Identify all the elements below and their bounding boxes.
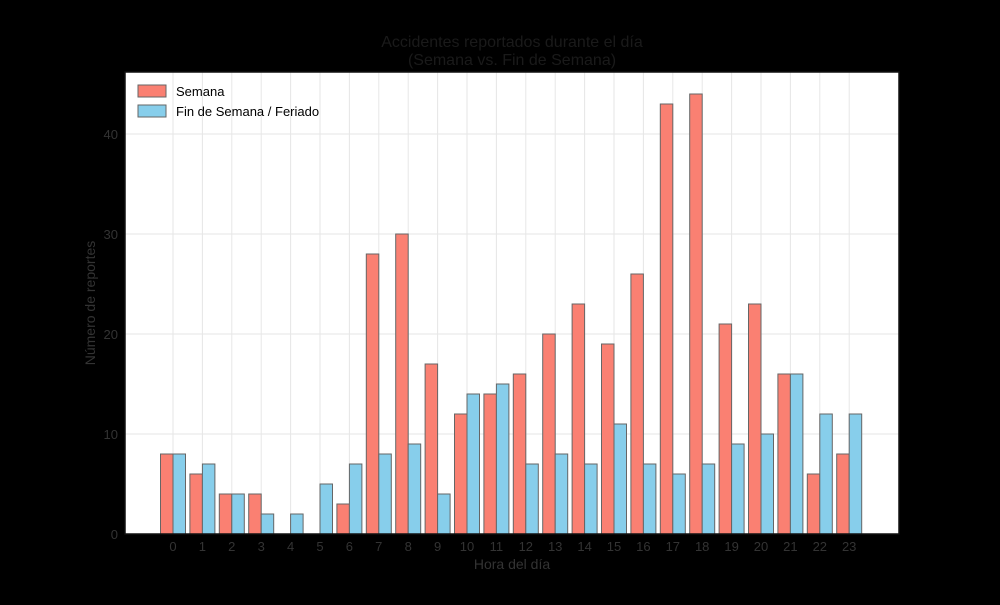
bar-semana	[571, 303, 586, 535]
bar-semana	[336, 503, 350, 535]
bar-semana	[395, 233, 409, 535]
y-tick-label: 20	[104, 327, 118, 342]
x-tick-label: 18	[695, 539, 709, 554]
bar-semana	[218, 493, 233, 535]
x-tick-label: 14	[577, 539, 591, 554]
x-tick-label: 3	[258, 539, 265, 554]
bar-fin-de-semana	[554, 453, 569, 535]
bar-fin-de-semana	[819, 413, 833, 535]
bar-semana	[160, 453, 174, 535]
x-tick-label: 4	[287, 539, 294, 554]
bar-semana	[806, 473, 821, 535]
x-tick-label: 15	[607, 539, 621, 554]
bar-semana	[483, 393, 497, 535]
y-tick-label: 0	[111, 527, 118, 542]
bars-layer	[160, 93, 863, 535]
bar-fin-de-semana	[201, 463, 216, 535]
bar-fin-de-semana	[642, 463, 657, 535]
y-tick-label: 40	[104, 127, 118, 142]
bar-fin-de-semana	[437, 493, 451, 535]
plot-area-frame	[124, 71, 900, 535]
bar-semana	[424, 363, 439, 535]
bar-semana	[777, 373, 791, 535]
bar-fin-de-semana	[525, 463, 539, 535]
legend: Semana Fin de Semana / Feriado	[137, 84, 319, 119]
bar-fin-de-semana	[701, 463, 716, 535]
x-tick-label: 7	[375, 539, 382, 554]
bar-fin-de-semana	[495, 383, 510, 535]
y-tick-label: 30	[104, 227, 118, 242]
x-tick-label: 2	[228, 539, 235, 554]
bar-semana	[718, 323, 733, 535]
x-tick-label: 10	[460, 539, 474, 554]
x-tick-label: 11	[490, 539, 504, 554]
bar-fin-de-semana	[584, 463, 598, 535]
x-tick-label: 19	[724, 539, 738, 554]
bar-fin-de-semana	[789, 373, 804, 535]
legend-swatch-semana	[137, 84, 167, 98]
bar-fin-de-semana	[613, 423, 627, 535]
bar-fin-de-semana	[848, 413, 863, 535]
chart-title: Accidentes reportados durante el día	[381, 34, 643, 51]
x-tick-label: 9	[434, 539, 441, 554]
x-tick-label: 13	[548, 539, 562, 554]
legend-swatch-fin-de-semana	[137, 104, 167, 118]
x-axis-label: Hora del día	[474, 556, 550, 572]
bar-fin-de-semana	[231, 493, 245, 535]
bar-fin-de-semana	[172, 453, 186, 535]
bar-semana	[248, 493, 262, 535]
x-tick-label: 5	[316, 539, 323, 554]
y-ticks: 0 10 20 30 40	[104, 127, 118, 542]
bar-semana	[454, 413, 468, 535]
x-tick-label: 21	[783, 539, 797, 554]
x-tick-label: 20	[754, 539, 768, 554]
bar-fin-de-semana	[260, 513, 275, 535]
bar-semana	[630, 273, 644, 535]
x-tick-label: 23	[842, 539, 856, 554]
bar-fin-de-semana	[760, 433, 774, 535]
y-tick-label: 10	[104, 427, 118, 442]
x-tick-label: 6	[346, 539, 353, 554]
bar-semana	[542, 333, 556, 535]
bar-semana	[189, 473, 203, 535]
x-tick-label: 1	[199, 539, 206, 554]
bar-fin-de-semana	[466, 393, 480, 535]
bar-semana	[836, 453, 850, 535]
bar-fin-de-semana	[378, 453, 392, 535]
legend-label-fin-de-semana: Fin de Semana / Feriado	[176, 104, 319, 119]
bar-semana	[659, 103, 674, 535]
x-tick-label: 16	[636, 539, 650, 554]
x-tick-label: 0	[169, 539, 176, 554]
chart-subtitle: (Semana vs. Fin de Semana)	[408, 52, 616, 69]
x-tick-label: 22	[813, 539, 827, 554]
bar-fin-de-semana	[672, 473, 686, 535]
x-tick-label: 12	[519, 539, 533, 554]
x-tick-label: 8	[405, 539, 412, 554]
bar-fin-de-semana	[319, 483, 333, 535]
bar-semana	[512, 373, 527, 535]
legend-label-semana: Semana	[176, 84, 225, 99]
bar-fin-de-semana	[290, 513, 304, 535]
bar-semana	[689, 93, 703, 535]
bar-semana	[365, 253, 380, 535]
bar-fin-de-semana	[731, 443, 745, 535]
bar-fin-de-semana	[348, 463, 363, 535]
x-tick-label: 17	[666, 539, 680, 554]
bar-semana	[748, 303, 762, 535]
bar-semana	[601, 343, 615, 535]
bar-fin-de-semana	[407, 443, 422, 535]
x-ticks: 0 1 2 3 4 5 6 7 8 9 10 11 12 13 14 15 16 17 18 19 20 21 22 23	[169, 539, 856, 554]
y-axis-label: Número de reportes	[82, 241, 98, 366]
